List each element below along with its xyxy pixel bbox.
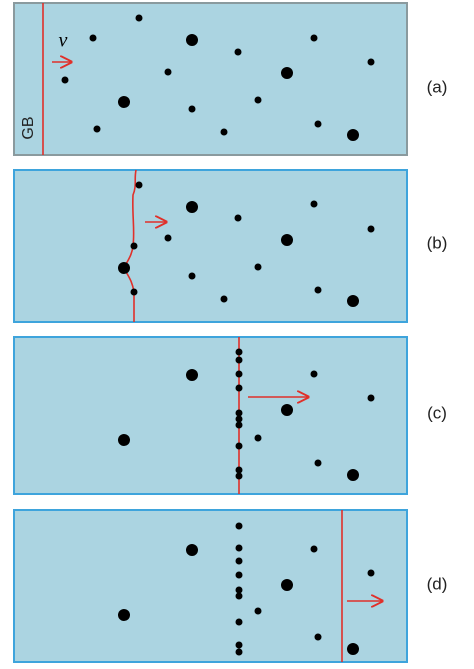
panel-b: [14, 170, 407, 322]
diagram: v GB (a) (b) (c) (d): [0, 0, 474, 669]
panel-label: (d): [427, 574, 448, 593]
velocity-label: v: [59, 30, 68, 52]
panel-label: (c): [427, 403, 447, 422]
panel-box: [14, 510, 407, 662]
panel-a: v GB: [14, 3, 407, 155]
panel-c: [14, 337, 407, 494]
panel-d: [14, 510, 407, 662]
panel-label: (b): [427, 233, 448, 252]
panel-label: (a): [427, 77, 448, 96]
boundary-label: GB: [20, 116, 37, 139]
panel-box: [14, 337, 407, 494]
